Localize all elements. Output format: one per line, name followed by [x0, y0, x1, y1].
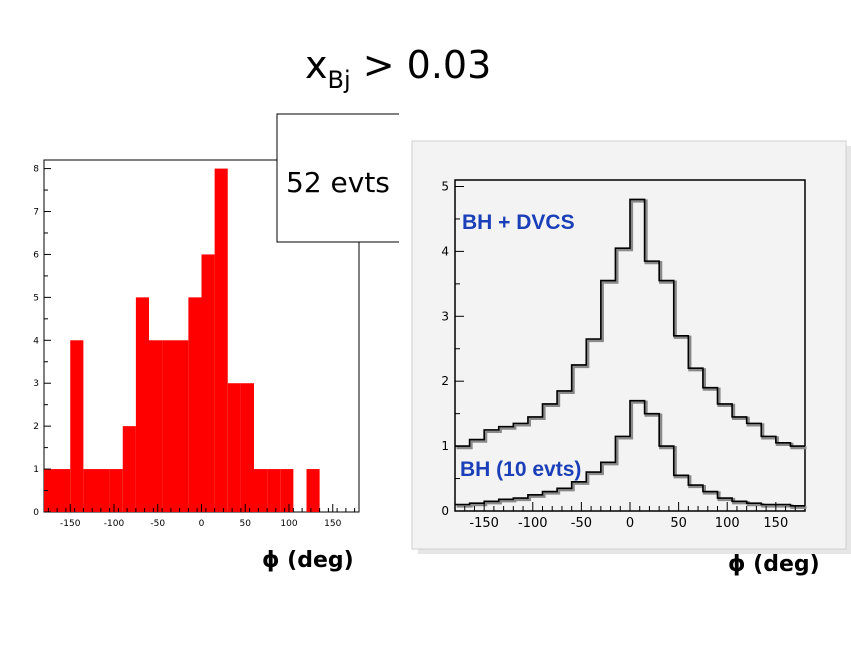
left-y-tick-label: 6: [33, 250, 39, 260]
left-bar: [267, 469, 281, 512]
left-x-tick-label: -50: [150, 519, 165, 529]
title-base: x: [305, 43, 328, 87]
left-bar: [201, 254, 215, 512]
left-y-tick-label: 5: [33, 293, 39, 303]
left-x-tick-label: 150: [324, 519, 341, 529]
bh-curve: [455, 399, 805, 507]
series-label-bh: BH (10 evts): [460, 458, 581, 481]
bh-curve-shadow: [456, 400, 807, 509]
left-bar: [254, 469, 268, 512]
left-bars: [44, 168, 320, 512]
left-x-tick-label: -150: [60, 519, 81, 529]
right-y-tick-label: 0: [441, 504, 449, 518]
right-histogram: 0 1 2 3 4 5 -150 -100 -50 0 50 100 150 BH + DVCS BH …: [411, 140, 851, 577]
right-x-tick-label: -150: [469, 516, 499, 531]
right-x-tick-label: 50: [670, 516, 687, 531]
left-bar: [70, 340, 84, 512]
left-bar: [149, 340, 163, 512]
left-bar: [188, 297, 202, 512]
right-axes: 0 1 2 3 4 5 -150 -100 -50 0 50 100 150: [441, 179, 796, 531]
left-bar: [240, 383, 254, 512]
left-y-tick-label: 2: [33, 422, 39, 432]
event-count-box-border: [276, 113, 399, 243]
left-x-axis-label: ϕ (deg): [262, 548, 354, 573]
left-bar: [135, 297, 149, 512]
left-y-tick-label: 1: [33, 465, 39, 475]
right-y-tick-label: 1: [441, 439, 449, 453]
title-rest: > 0.03: [351, 43, 492, 87]
event-count-box-bg: [277, 114, 399, 242]
left-y-tick-label: 7: [33, 208, 39, 218]
right-x-axis-label: ϕ (deg): [728, 552, 820, 577]
page-title: xBj > 0.03: [305, 43, 491, 94]
left-axes: 0 1 2 3 4 5 6 7 8 -150 -100 -50 0 50 100 150: [33, 165, 356, 529]
right-y-tick-label: 4: [441, 244, 449, 258]
left-bar: [214, 168, 228, 512]
right-x-tick-label: -100: [518, 516, 548, 531]
left-x-tick-label: -100: [104, 519, 125, 529]
right-x-tick-label: 150: [763, 516, 788, 531]
right-curves: [455, 198, 807, 509]
right-y-tick-label: 2: [441, 374, 449, 388]
bh-dvcs-curve: [455, 198, 805, 447]
right-y-tick-label: 3: [441, 309, 449, 323]
left-y-tick-label: 0: [33, 508, 39, 518]
left-bar: [162, 340, 189, 512]
right-x-tick-label: 0: [626, 516, 634, 531]
left-bar: [306, 469, 320, 512]
left-bar: [227, 383, 241, 512]
left-y-tick-label: 3: [33, 379, 39, 389]
right-y-tick-label: 5: [441, 179, 449, 193]
left-bar: [83, 469, 110, 512]
right-x-tick-label: 100: [715, 516, 740, 531]
left-x-tick-label: 0: [199, 519, 205, 529]
left-bar: [280, 469, 294, 512]
left-bar: [122, 426, 136, 512]
series-label-bh-dvcs: BH + DVCS: [462, 211, 575, 234]
left-y-tick-label: 4: [33, 336, 39, 346]
left-x-tick-label: 100: [280, 519, 297, 529]
right-x-tick-label: -50: [571, 516, 592, 531]
left-x-tick-label: 50: [240, 519, 252, 529]
event-count-label: 52 evts: [286, 166, 390, 199]
left-y-tick-label: 8: [33, 165, 39, 175]
event-count-box: 52 evts: [276, 113, 399, 243]
left-bar: [109, 469, 123, 512]
title-subscript: Bj: [328, 66, 351, 94]
bh-dvcs-curve-shadow: [456, 199, 807, 450]
left-bar: [44, 469, 71, 512]
